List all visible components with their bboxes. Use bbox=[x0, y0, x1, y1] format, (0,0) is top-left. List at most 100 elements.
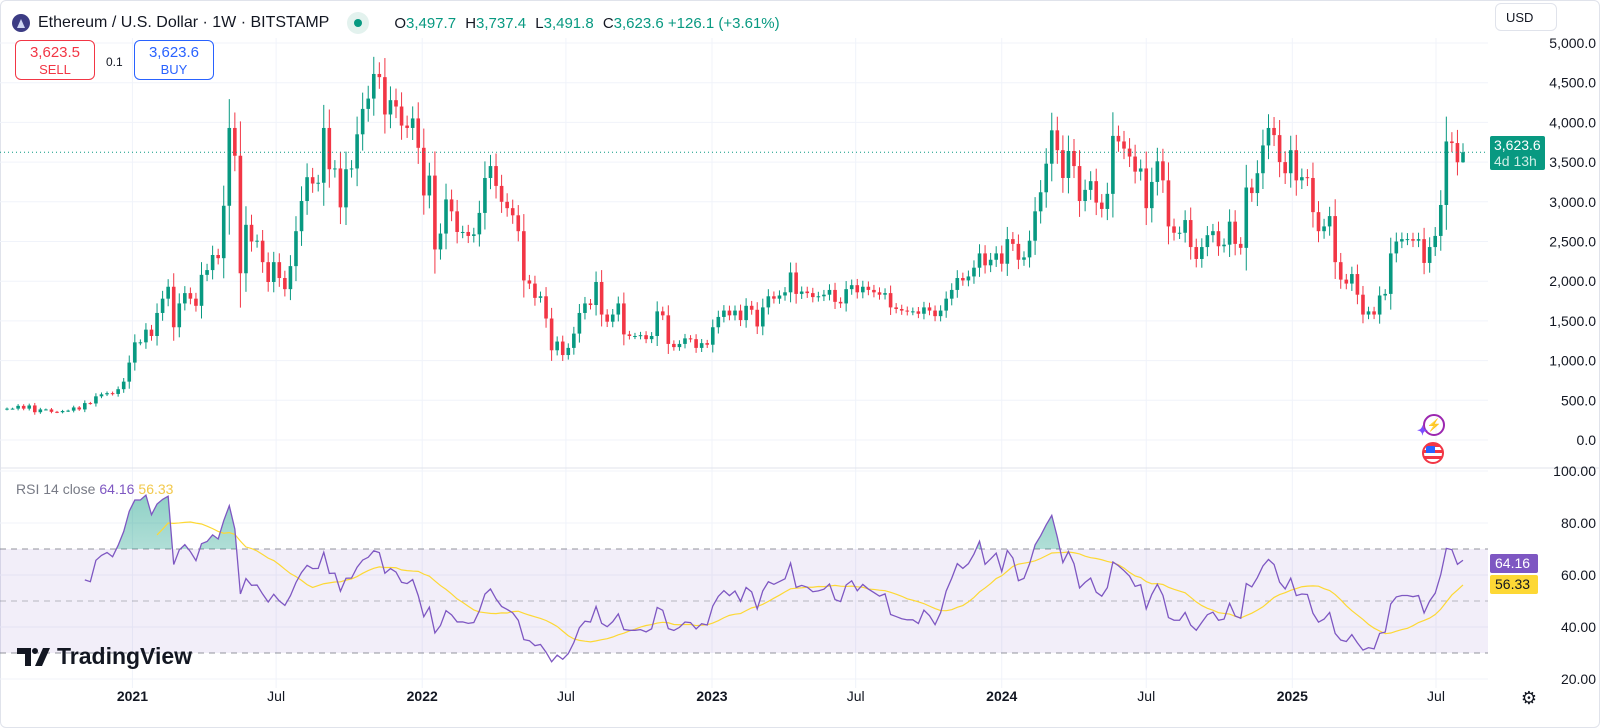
candle bbox=[1433, 227, 1438, 256]
candle-body bbox=[1083, 189, 1087, 202]
candle-body bbox=[888, 293, 893, 308]
symbol-title[interactable]: Ethereum / U.S. Dollar · 1W · BITSTAMP bbox=[38, 14, 330, 31]
candle bbox=[555, 336, 559, 356]
candle-body bbox=[1222, 244, 1226, 247]
candle-body bbox=[1322, 226, 1326, 232]
candle bbox=[527, 274, 532, 290]
us-flag-icon[interactable] bbox=[1422, 442, 1444, 464]
candle-body bbox=[1022, 257, 1026, 260]
candle bbox=[1105, 182, 1110, 221]
candle-body bbox=[238, 155, 243, 274]
time-tick-label: Jul bbox=[1427, 688, 1445, 704]
candle-body bbox=[44, 409, 48, 411]
candle-body bbox=[1350, 274, 1354, 284]
candle-body bbox=[838, 301, 843, 304]
candle-body bbox=[210, 254, 215, 271]
candle-body bbox=[1133, 156, 1137, 172]
candle bbox=[1027, 230, 1032, 268]
candle-body bbox=[638, 335, 643, 337]
market-open-icon[interactable] bbox=[347, 12, 370, 34]
candle-body bbox=[444, 199, 448, 234]
time-tick-label: Jul bbox=[1137, 688, 1155, 704]
candle bbox=[999, 245, 1004, 272]
candle-body bbox=[227, 127, 232, 206]
candle bbox=[1072, 138, 1076, 179]
candle bbox=[116, 386, 120, 397]
candle bbox=[444, 183, 448, 250]
candle bbox=[149, 324, 154, 341]
candle bbox=[660, 306, 665, 321]
candle-body bbox=[694, 339, 698, 348]
candle-body bbox=[855, 285, 860, 293]
candle-body bbox=[866, 286, 871, 290]
candle-body bbox=[766, 296, 771, 308]
candle-body bbox=[533, 283, 537, 298]
candle bbox=[1155, 147, 1160, 196]
candle-body bbox=[483, 177, 487, 213]
candle-body bbox=[405, 125, 409, 128]
candle-body bbox=[255, 240, 259, 242]
candle-body bbox=[338, 168, 343, 208]
candle-body bbox=[683, 338, 687, 344]
candle-body bbox=[1088, 181, 1093, 190]
candle-body bbox=[233, 127, 237, 156]
time-axis[interactable]: 2021 Jul 2022 Jul 2023 Jul 2024 Jul 2025 Jul bbox=[117, 688, 1445, 704]
lightning-sparkle-icon[interactable]: ⚡ ✦ bbox=[1417, 414, 1445, 438]
candle bbox=[799, 286, 804, 299]
settings-icon[interactable]: ⚙ bbox=[1520, 688, 1538, 708]
candle bbox=[1127, 138, 1132, 168]
candle bbox=[599, 270, 604, 327]
candle-body bbox=[1005, 239, 1010, 264]
rsi-axis[interactable]: 20.00 40.00 60.00 80.00 100.00 bbox=[1553, 463, 1596, 687]
candle-body bbox=[1011, 239, 1015, 244]
candle bbox=[155, 303, 159, 346]
candle-body bbox=[455, 211, 459, 232]
candle-body bbox=[10, 408, 15, 410]
rsi-legend[interactable]: RSI 14 close 64.16 56.33 bbox=[16, 481, 173, 497]
candle bbox=[260, 230, 265, 273]
candle bbox=[772, 291, 776, 304]
candle-body bbox=[1066, 150, 1071, 178]
candle-body bbox=[922, 307, 926, 314]
candle-body bbox=[988, 259, 993, 266]
candle bbox=[755, 302, 760, 335]
candle bbox=[510, 199, 515, 224]
candle bbox=[10, 407, 15, 410]
candle-body bbox=[1388, 253, 1393, 294]
candle-body bbox=[949, 289, 954, 299]
candle-body bbox=[388, 100, 393, 115]
last-price-value: 3,623.6 bbox=[1494, 137, 1541, 153]
candle bbox=[872, 284, 876, 298]
price-axis[interactable]: 0.0 500.0 1,000.0 1,500.0 2,000.0 2,500.0 3,00… bbox=[1549, 35, 1596, 448]
candle bbox=[1455, 129, 1460, 176]
candle-body bbox=[544, 296, 548, 319]
buy-button[interactable]: 3,623.6 BUY bbox=[134, 40, 214, 80]
candle bbox=[1149, 167, 1154, 223]
candle-body bbox=[1438, 204, 1443, 236]
currency-button[interactable]: USD bbox=[1495, 3, 1557, 31]
candle-body bbox=[672, 343, 676, 348]
candle-body bbox=[133, 342, 137, 363]
sell-button[interactable]: 3,623.5 SELL bbox=[15, 40, 95, 80]
candle-body bbox=[999, 253, 1004, 264]
candle-body bbox=[488, 166, 493, 178]
rsi-legend-label: RSI 14 close bbox=[16, 481, 96, 497]
candle-body bbox=[1344, 279, 1349, 284]
candle-body bbox=[555, 341, 559, 351]
candle bbox=[794, 262, 798, 304]
symbol-header[interactable]: Ethereum / U.S. Dollar · 1W · BITSTAMP O… bbox=[12, 11, 780, 35]
candle-body bbox=[499, 185, 504, 202]
candle-body bbox=[1394, 241, 1399, 254]
candle bbox=[694, 334, 698, 353]
candle bbox=[466, 224, 471, 244]
tradingview-logo[interactable]: TradingView bbox=[17, 643, 192, 670]
grid-lines bbox=[0, 38, 1488, 688]
candle-body bbox=[1055, 130, 1060, 151]
candle bbox=[1344, 273, 1349, 290]
candle bbox=[1233, 210, 1237, 256]
candle bbox=[666, 305, 671, 354]
candle-body bbox=[410, 118, 415, 128]
candle-body bbox=[344, 169, 348, 208]
candle bbox=[822, 289, 826, 302]
